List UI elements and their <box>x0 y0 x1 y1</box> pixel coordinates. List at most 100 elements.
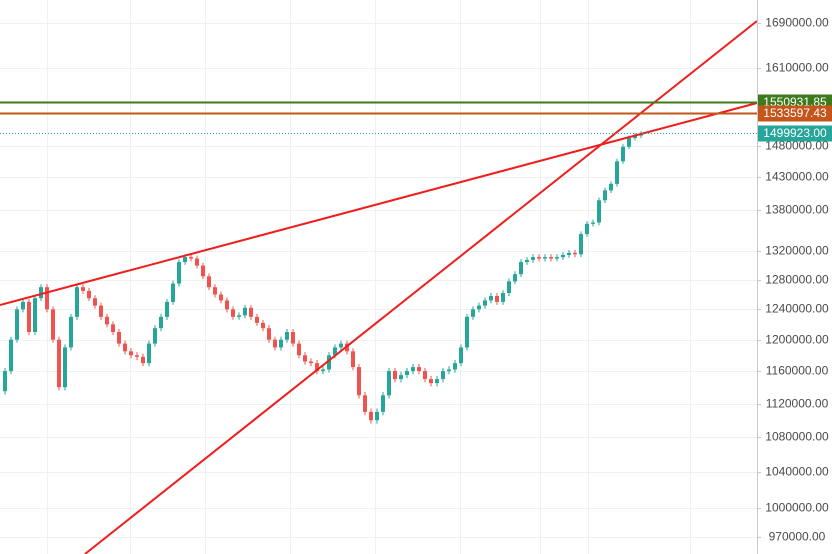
candle-body <box>399 375 403 380</box>
price-tag <box>758 105 832 122</box>
candle-body <box>627 138 631 147</box>
candle-body <box>57 339 61 388</box>
y-tick-label: 1240000.00 <box>765 302 829 316</box>
candle-body <box>369 411 373 421</box>
candles <box>3 131 643 424</box>
candle-body <box>219 294 223 301</box>
candle-body <box>9 339 13 372</box>
candle-body <box>543 257 547 259</box>
candle-body <box>609 183 613 191</box>
price-tag <box>758 125 832 142</box>
candle-body <box>465 316 469 348</box>
candle-body <box>297 343 301 356</box>
candle-body <box>303 355 307 362</box>
candle-body <box>279 339 283 348</box>
candle-body <box>525 259 529 263</box>
y-tick-label: 1200000.00 <box>765 333 829 347</box>
candle-body <box>15 309 19 340</box>
candle-body <box>129 351 133 356</box>
candle-body <box>285 332 289 340</box>
candle-body <box>69 316 73 348</box>
price-axis <box>757 0 832 554</box>
candle-body <box>513 274 517 282</box>
candle-body <box>273 339 277 348</box>
candle-body <box>93 298 97 306</box>
candle-body <box>81 287 85 291</box>
candle-body <box>549 257 553 259</box>
candle-body <box>105 316 109 325</box>
candle-body <box>405 371 409 376</box>
candle-body <box>621 146 625 162</box>
price-tag-label: 1499923.00 <box>763 126 827 140</box>
candle-body <box>3 371 7 392</box>
candle-body <box>591 222 595 224</box>
candle-body <box>45 287 49 310</box>
candle-body <box>201 265 205 277</box>
candle-body <box>633 135 637 139</box>
candle-body <box>159 316 163 329</box>
candle-body <box>249 307 253 317</box>
candle-body <box>555 257 559 259</box>
y-tick-label: 1480000.00 <box>765 139 829 153</box>
y-tick-label: 1280000.00 <box>765 273 829 287</box>
candle-body <box>477 305 481 310</box>
candle-body <box>231 309 235 317</box>
candle-body <box>483 300 487 306</box>
candle-body <box>195 258 199 266</box>
y-tick-label: 1080000.00 <box>765 430 829 444</box>
candle-body <box>375 411 379 421</box>
candle-body <box>585 223 589 235</box>
candle-body <box>315 363 319 372</box>
candle-body <box>177 262 181 284</box>
candle-body <box>519 262 523 275</box>
y-tick-label: 970000.00 <box>769 530 826 544</box>
candle-body <box>573 252 577 255</box>
candle-body <box>141 356 145 364</box>
y-tick-label: 1430000.00 <box>765 170 829 184</box>
candle-body <box>255 316 259 323</box>
candle-body <box>381 395 385 412</box>
candle-body <box>501 293 505 302</box>
candle-body <box>615 161 619 184</box>
candle-body <box>387 371 391 396</box>
trend-line <box>0 102 758 306</box>
candle-body <box>429 379 433 384</box>
candle-body <box>447 369 451 372</box>
candle-body <box>411 367 415 372</box>
candle-body <box>351 351 355 368</box>
y-tick-label: 1000000.00 <box>765 501 829 515</box>
candle-body <box>153 328 157 344</box>
candle-body <box>123 343 127 352</box>
candle-body <box>165 301 169 317</box>
candle-body <box>171 283 175 302</box>
candle-body <box>135 355 139 357</box>
candle-body <box>489 295 493 301</box>
y-tick-label: 1690000.00 <box>765 16 829 30</box>
candle-body <box>321 369 325 372</box>
candle-body <box>567 252 571 255</box>
trend-line <box>84 20 758 554</box>
price-tag-label: 1533597.43 <box>763 106 827 120</box>
candle-body <box>207 276 211 288</box>
candle-body <box>183 257 187 263</box>
axis-labels: 1690000.00 1610000.00 1480000.00 1430000.00… <box>757 16 829 544</box>
candle-body <box>393 371 397 380</box>
candle-body <box>111 324 115 333</box>
candle-body <box>561 254 565 258</box>
candle-body <box>75 287 79 317</box>
candle-body <box>225 300 229 310</box>
candle-body <box>147 343 151 364</box>
candle-body <box>33 298 37 333</box>
y-tick-label: 1320000.00 <box>765 244 829 258</box>
y-tick-label: 1160000.00 <box>766 364 829 378</box>
candle-body <box>309 361 313 364</box>
candle-body <box>579 234 583 255</box>
candle-body <box>189 257 193 259</box>
candle-body <box>357 367 361 396</box>
candle-body <box>453 363 457 370</box>
candle-body <box>237 315 241 317</box>
y-tick-label: 1040000.00 <box>765 465 829 479</box>
candle-body <box>327 355 331 370</box>
